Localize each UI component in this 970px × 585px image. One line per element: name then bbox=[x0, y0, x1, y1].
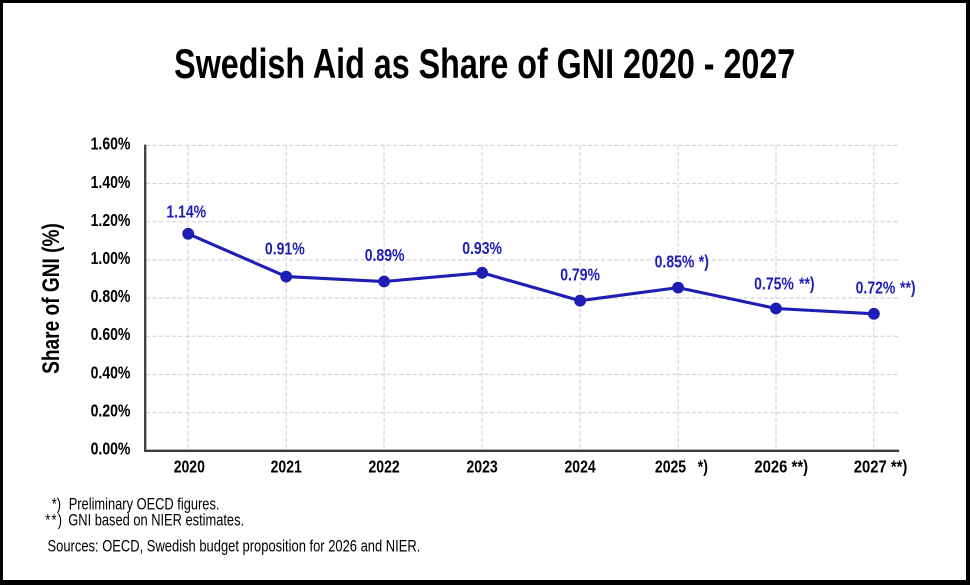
svg-text:2023: 2023 bbox=[466, 457, 497, 477]
svg-text:0.75%: 0.75% bbox=[754, 274, 794, 294]
svg-text:**): **) bbox=[799, 274, 815, 294]
svg-text:0.93%: 0.93% bbox=[462, 239, 502, 259]
svg-text:Sources: OECD, Swedish budget: Sources: OECD, Swedish budget propositio… bbox=[48, 538, 421, 556]
svg-text:0.20%: 0.20% bbox=[91, 401, 131, 421]
svg-text:0.72%: 0.72% bbox=[856, 278, 896, 298]
svg-text:0.60%: 0.60% bbox=[91, 325, 131, 345]
svg-text:Share of GNI (%): Share of GNI (%) bbox=[37, 223, 65, 374]
svg-text:2027 **): 2027 **) bbox=[854, 457, 908, 477]
svg-text:*): *) bbox=[699, 252, 709, 272]
svg-text:2026 **): 2026 **) bbox=[754, 457, 808, 477]
svg-text:2021: 2021 bbox=[271, 457, 302, 477]
svg-text:0.85%: 0.85% bbox=[655, 252, 695, 272]
svg-text:1.20%: 1.20% bbox=[91, 210, 131, 230]
svg-text:1.60%: 1.60% bbox=[91, 134, 131, 154]
svg-text:2025 *): 2025 *) bbox=[655, 457, 708, 477]
svg-text:**): **) bbox=[45, 512, 63, 530]
svg-text:1.00%: 1.00% bbox=[91, 248, 131, 268]
svg-text:0.89%: 0.89% bbox=[365, 246, 405, 266]
svg-text:*): *) bbox=[52, 496, 61, 514]
svg-text:Swedish Aid as Share of GNI 20: Swedish Aid as Share of GNI 2020 - 2027 bbox=[174, 40, 795, 87]
svg-text:0.79%: 0.79% bbox=[560, 265, 600, 285]
svg-text:1.40%: 1.40% bbox=[91, 172, 131, 192]
svg-text:**): **) bbox=[900, 278, 916, 298]
svg-text:GNI based on NIER estimates.: GNI based on NIER estimates. bbox=[68, 512, 244, 530]
svg-text:2024: 2024 bbox=[564, 457, 595, 477]
svg-text:Preliminary OECD figures.: Preliminary OECD figures. bbox=[69, 496, 220, 514]
svg-text:0.40%: 0.40% bbox=[91, 363, 131, 383]
svg-text:2020: 2020 bbox=[174, 457, 205, 477]
svg-text:2022: 2022 bbox=[368, 457, 399, 477]
svg-text:1.14%: 1.14% bbox=[166, 202, 206, 222]
svg-text:0.00%: 0.00% bbox=[91, 439, 131, 459]
svg-text:0.91%: 0.91% bbox=[265, 239, 305, 259]
svg-text:0.80%: 0.80% bbox=[91, 286, 131, 306]
